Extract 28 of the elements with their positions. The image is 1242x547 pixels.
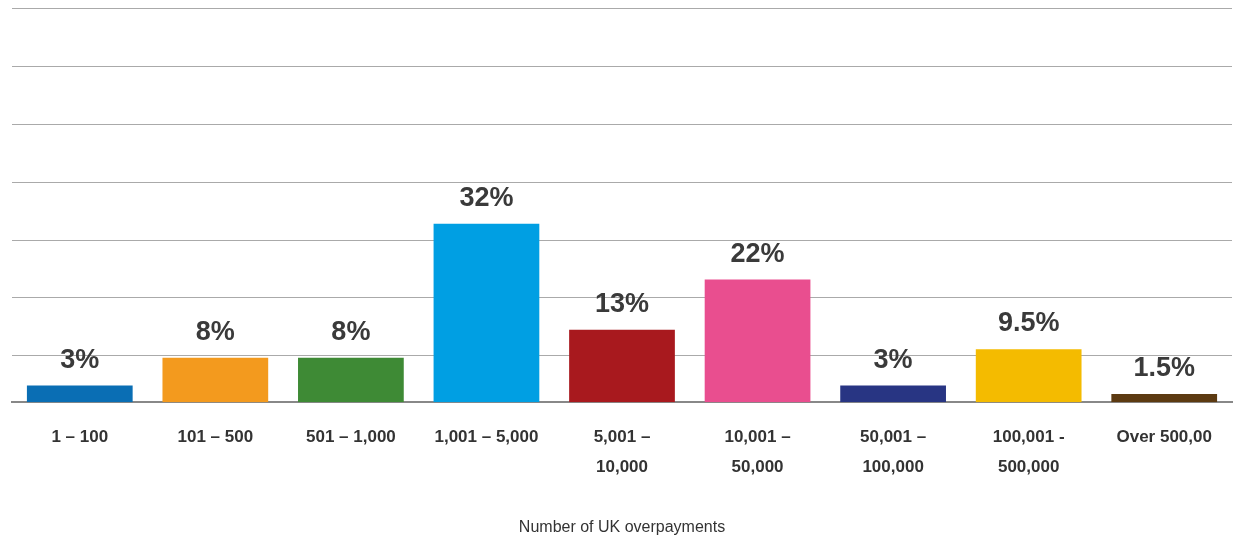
x-tick-label: 10,001 – 50,000 [724, 426, 791, 476]
bar [704, 279, 811, 403]
data-label: 3% [60, 343, 100, 374]
data-label: 8% [195, 315, 235, 346]
x-tick-label: Over 500,00 [1116, 426, 1212, 446]
bar [1111, 393, 1218, 403]
data-label: 1.5% [1133, 351, 1195, 382]
bar [26, 385, 133, 403]
bar [569, 329, 675, 403]
data-label: 13% [594, 287, 650, 318]
x-axis-title: Number of UK overpayments [518, 517, 726, 535]
x-tick-label: 1 – 100 [51, 426, 109, 446]
data-label: 3% [873, 343, 913, 374]
x-tick-label: 5,001 – 10,000 [593, 426, 651, 476]
data-label: 8% [331, 315, 371, 346]
x-tick-label: 100,001 - 500,000 [992, 426, 1065, 476]
data-label: 9.5% [997, 307, 1060, 338]
bar [975, 349, 1082, 403]
x-tick-label: 1,001 – 5,000 [434, 426, 539, 446]
x-tick-label: 501 – 1,000 [305, 426, 396, 446]
bar [840, 385, 946, 403]
x-tick-label: 50,001 – 100,000 [860, 426, 927, 476]
bar [162, 357, 269, 403]
data-label: 32% [459, 181, 514, 212]
bar [433, 223, 540, 403]
x-tick-label: 101 – 500 [177, 426, 254, 446]
data-label: 22% [730, 237, 785, 268]
bar [298, 357, 404, 403]
